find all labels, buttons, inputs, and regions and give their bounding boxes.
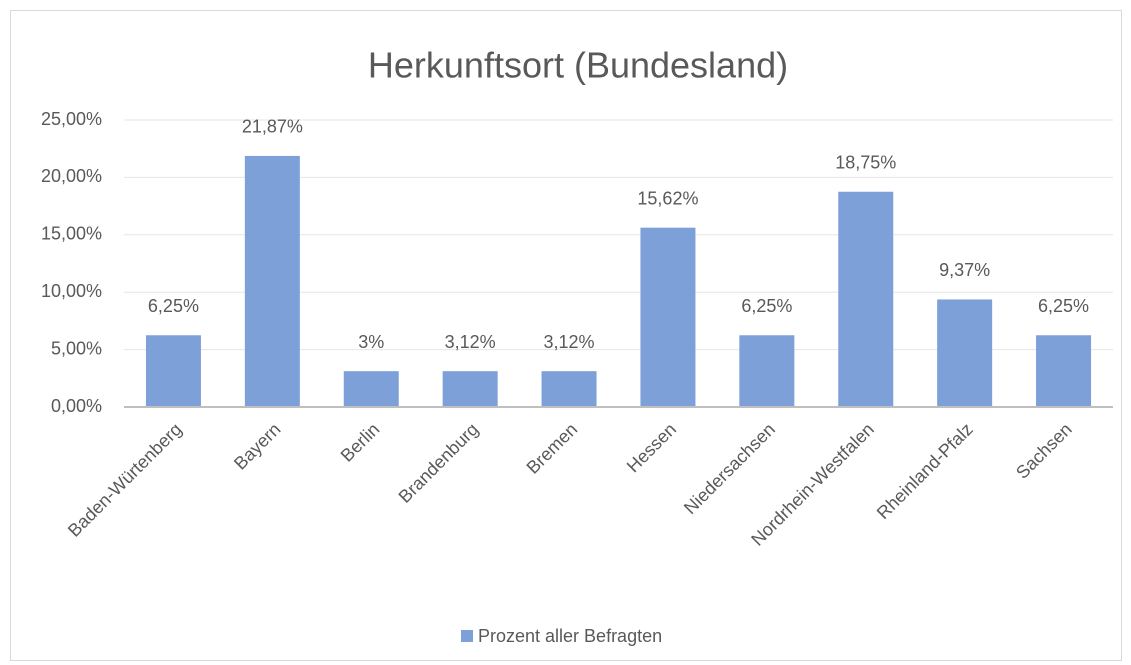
data-label: 9,37% [939,260,990,280]
bar [838,191,894,407]
bar [640,227,696,407]
data-label: 3,12% [544,332,595,352]
bar [1036,335,1092,407]
y-tick-label: 5,00% [51,338,102,358]
data-label: 3% [358,332,384,352]
legend-label: Prozent aller Befragten [478,626,662,646]
bar [442,371,498,407]
bar [244,155,300,407]
data-label: 6,25% [148,296,199,316]
y-tick-label: 20,00% [41,166,102,186]
bar [739,335,795,407]
y-tick-label: 25,00% [41,109,102,129]
data-label: 18,75% [835,153,896,173]
y-tick-label: 10,00% [41,281,102,301]
bar [343,371,399,407]
data-label: 21,87% [242,117,303,137]
bar [541,371,597,407]
data-label: 6,25% [741,296,792,316]
chart-title: Herkunftsort (Bundesland) [368,45,788,86]
bar [145,335,201,407]
y-tick-label: 15,00% [41,224,102,244]
bar [937,299,993,407]
data-label: 3,12% [445,332,496,352]
legend-swatch [461,630,473,642]
data-label: 6,25% [1038,296,1089,316]
data-label: 15,62% [637,188,698,208]
y-tick-label: 0,00% [51,396,102,416]
